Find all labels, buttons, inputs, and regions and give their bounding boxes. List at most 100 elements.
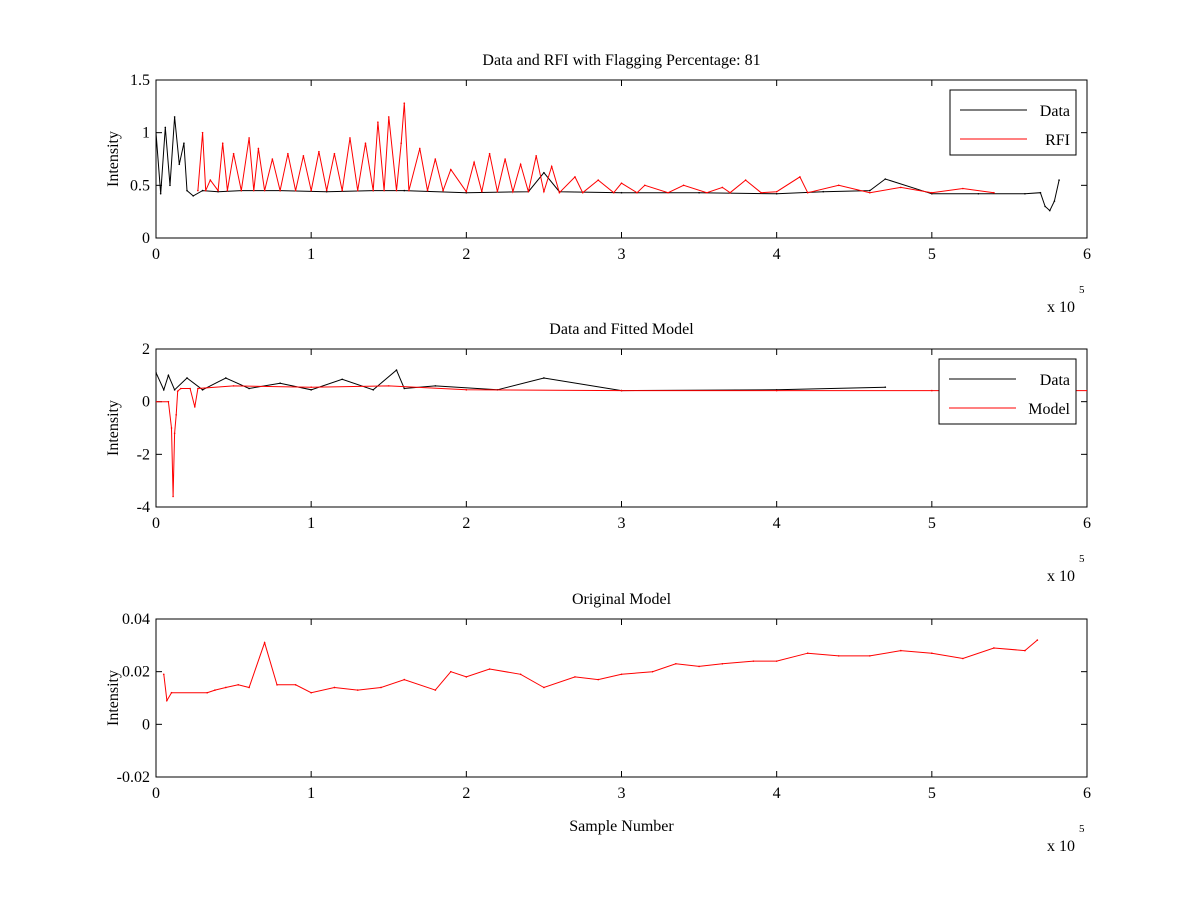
data-point bbox=[543, 190, 545, 193]
data-point bbox=[364, 142, 367, 144]
data-point bbox=[962, 187, 964, 190]
y-axis-label: Intensity bbox=[105, 131, 122, 187]
data-point bbox=[558, 191, 561, 194]
y-axis-label: Intensity bbox=[105, 400, 122, 456]
data-point bbox=[706, 191, 708, 194]
data-point bbox=[450, 670, 452, 673]
data-point bbox=[178, 163, 181, 166]
data-point bbox=[806, 191, 809, 194]
y-tick-label: -2 bbox=[137, 446, 150, 463]
data-point bbox=[237, 684, 240, 686]
data-point bbox=[248, 387, 250, 390]
data-point bbox=[799, 176, 801, 178]
legend-box bbox=[949, 89, 1077, 156]
data-point bbox=[302, 155, 305, 157]
x-tick-label: 1 bbox=[307, 785, 315, 802]
data-point bbox=[822, 190, 825, 193]
data-point bbox=[512, 190, 514, 193]
data-point bbox=[214, 689, 216, 691]
x-tick-label: 3 bbox=[618, 785, 626, 802]
x-exponent-power: 5 bbox=[1079, 823, 1085, 835]
data-point bbox=[333, 152, 336, 155]
data-point bbox=[279, 189, 281, 192]
data-point bbox=[310, 389, 312, 391]
data-point bbox=[636, 191, 638, 194]
data-point bbox=[232, 152, 235, 155]
series-group bbox=[156, 369, 1087, 498]
x-tick-label: 2 bbox=[462, 515, 470, 532]
data-point bbox=[341, 189, 344, 192]
data-point bbox=[752, 660, 755, 662]
data-point bbox=[257, 147, 260, 150]
data-point bbox=[1044, 205, 1046, 208]
x-tick-label: 4 bbox=[773, 515, 781, 532]
data-point bbox=[349, 137, 351, 139]
data-point bbox=[176, 390, 179, 392]
data-point bbox=[698, 665, 700, 668]
data-point bbox=[192, 195, 195, 197]
data-point bbox=[408, 189, 410, 192]
data-point bbox=[252, 189, 255, 192]
data-point bbox=[248, 686, 250, 689]
plot-title: Data and Fitted Model bbox=[549, 321, 694, 338]
x-tick-label: 5 bbox=[928, 785, 936, 802]
data-point bbox=[201, 131, 204, 134]
data-point bbox=[403, 189, 406, 192]
legend-label: RFI bbox=[1045, 132, 1070, 149]
legend-box bbox=[938, 358, 1077, 425]
data-point bbox=[775, 660, 778, 662]
y-tick-label: 1.5 bbox=[130, 72, 150, 89]
data-point bbox=[173, 116, 176, 118]
axes-frame bbox=[155, 348, 1088, 508]
data-point bbox=[162, 673, 165, 676]
data-point bbox=[172, 495, 174, 498]
data-point bbox=[333, 686, 336, 689]
data-point bbox=[543, 686, 545, 689]
data-point bbox=[574, 176, 576, 178]
data-point bbox=[387, 116, 390, 118]
data-point bbox=[434, 158, 437, 160]
data-point bbox=[189, 387, 191, 390]
data-point bbox=[442, 189, 444, 192]
data-point bbox=[1039, 191, 1042, 194]
data-point bbox=[169, 184, 171, 187]
data-point bbox=[962, 657, 964, 660]
y-tick-label: 0.04 bbox=[122, 611, 150, 628]
data-point bbox=[519, 673, 522, 676]
data-point bbox=[775, 192, 778, 195]
data-point bbox=[543, 377, 545, 379]
subplots: 0 1 2 3 4 5 6 0 0.5 1 1.5 x 10 5 Data and RFI with Fl… bbox=[105, 52, 1091, 855]
data-point bbox=[744, 179, 747, 181]
legend-label: Model bbox=[1028, 401, 1070, 418]
data-point bbox=[481, 190, 483, 193]
subplot-1: 0 1 2 3 4 5 6 0 0.5 1 1.5 x 10 5 Data and RFI with Fl… bbox=[105, 52, 1091, 316]
data-point bbox=[377, 121, 379, 123]
data-point bbox=[186, 377, 188, 379]
legend: Data Model bbox=[938, 358, 1077, 425]
x-tick-label: 4 bbox=[773, 246, 781, 263]
data-point bbox=[294, 684, 297, 686]
x-tick-label: 2 bbox=[462, 785, 470, 802]
data-point bbox=[527, 190, 530, 193]
data-point bbox=[276, 684, 278, 686]
data-point bbox=[341, 378, 344, 381]
subplot-2: 0 1 2 3 4 5 6 -4 -2 0 2 x 10 5 Data and Fitted Model I… bbox=[105, 321, 1091, 585]
data-point bbox=[504, 158, 506, 160]
data-point bbox=[721, 186, 724, 189]
data-point bbox=[698, 191, 700, 194]
data-point bbox=[287, 152, 289, 155]
data-point bbox=[488, 152, 491, 155]
data-point bbox=[201, 389, 204, 391]
data-point bbox=[1053, 200, 1056, 202]
data-point bbox=[204, 189, 207, 192]
data-point bbox=[318, 150, 320, 153]
data-point bbox=[263, 641, 266, 644]
data-point bbox=[465, 190, 468, 193]
data-point bbox=[1058, 179, 1060, 181]
data-point bbox=[310, 189, 312, 192]
x-tick-label: 1 bbox=[307, 515, 315, 532]
y-tick-label: 0.02 bbox=[122, 664, 150, 681]
data-point bbox=[310, 691, 312, 694]
x-tick-label: 5 bbox=[928, 515, 936, 532]
